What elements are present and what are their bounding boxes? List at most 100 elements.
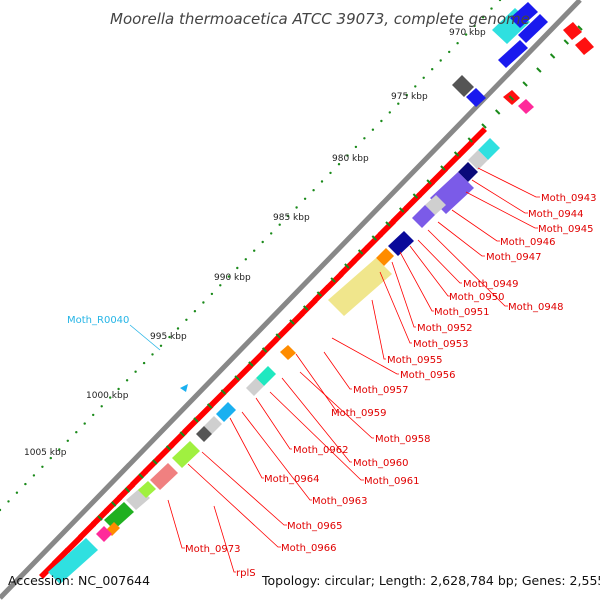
ring-dot — [66, 439, 70, 442]
ring-dot — [278, 223, 281, 226]
scale-tick — [220, 389, 227, 395]
scale-tick — [138, 473, 144, 479]
cds-arrow — [469, 127, 487, 145]
ring-dot — [0, 508, 2, 512]
cds-arrow — [143, 455, 162, 474]
topology-text: Topology: circular; Length: 2,628,784 bp… — [261, 573, 600, 588]
gene-label[interactable]: Moth_0949 — [463, 279, 518, 290]
feature-aqua-998 — [256, 366, 276, 386]
scale-tick — [152, 459, 158, 465]
cds-arrow — [390, 205, 409, 224]
gene-label[interactable]: Moth_0943 — [541, 193, 596, 204]
gene-label[interactable]: Moth_0947 — [486, 252, 541, 263]
gene-label[interactable]: Moth_0950 — [449, 292, 504, 303]
gene-label[interactable]: Moth_0953 — [413, 339, 468, 350]
ring-dot — [58, 448, 61, 451]
label-leader-lines — [167, 167, 540, 573]
gene-label[interactable]: Moth_0958 — [375, 434, 430, 445]
ring-dot — [151, 353, 154, 356]
ring-dot — [320, 180, 324, 183]
cds-arrow — [299, 298, 318, 316]
scale-ticks — [97, 25, 583, 521]
gene-label[interactable]: Moth_0951 — [434, 307, 489, 318]
gene-label[interactable]: Moth_0965 — [287, 521, 342, 532]
scale-tick — [385, 221, 391, 227]
feature-blue-top-1 — [510, 2, 538, 28]
feature-cyan-1001 — [216, 402, 236, 422]
scale-tick — [453, 151, 460, 157]
gene-label[interactable]: Moth_0960 — [353, 458, 408, 469]
gene-label[interactable]: Moth_0948 — [508, 302, 563, 313]
scale-tick — [179, 431, 186, 437]
feature-gray-1003 — [196, 426, 212, 442]
gene-label[interactable]: Moth_0962 — [293, 445, 348, 456]
feature-blue-top-2 — [518, 14, 548, 43]
scale-tick — [289, 319, 295, 325]
genome-backbone-inner — [7, 0, 586, 599]
ring-dot — [24, 482, 27, 486]
scale-tick — [398, 207, 405, 213]
gene-label[interactable]: Moth_0946 — [500, 237, 555, 248]
feature-green-1010 — [104, 502, 134, 530]
gene-label[interactable]: Moth_0964 — [264, 474, 319, 485]
cds-arrow — [234, 363, 253, 382]
ring-dot — [253, 249, 256, 252]
gene-label[interactable]: Moth_0952 — [417, 323, 472, 334]
cds-arrow — [130, 468, 149, 487]
ring-dot — [388, 111, 391, 114]
ring-dot — [261, 240, 264, 244]
cds-arrow — [351, 245, 370, 264]
ring-dot — [159, 344, 163, 347]
feature-magenta-1012 — [96, 526, 112, 542]
cds-arrow — [195, 403, 214, 422]
ring-dot — [473, 24, 476, 28]
ring-dot — [363, 137, 366, 140]
gene-label[interactable]: Moth_0957 — [353, 385, 408, 396]
ring-dot — [227, 275, 230, 278]
ring-dot — [414, 85, 417, 88]
feature-red-right-1 — [563, 22, 582, 40]
gene-label[interactable]: Moth_0956 — [400, 370, 455, 381]
ring-dot — [481, 16, 485, 19]
gene-label[interactable]: Moth_0955 — [387, 355, 442, 366]
scale-tick — [97, 515, 103, 521]
ring-dot — [202, 301, 205, 304]
ring-dot — [303, 197, 307, 200]
map-title: Moorella thermoacetica ATCC 39073, compl… — [110, 10, 530, 28]
ring-dot — [185, 318, 188, 321]
gene-label[interactable]: Moth_0944 — [528, 209, 583, 220]
rna-label[interactable]: Moth_R0040 — [67, 315, 129, 326]
cds-arrow — [312, 284, 331, 303]
cds-arrow — [442, 153, 461, 172]
gene-label[interactable]: Moth_0959 — [331, 408, 386, 419]
feature-blue-987 — [388, 231, 414, 256]
gene-label[interactable]: rplS — [236, 568, 256, 579]
ring-dot — [92, 413, 95, 417]
ring-dot — [312, 189, 315, 192]
cds-arrow — [273, 324, 292, 343]
ring-dot — [7, 500, 10, 503]
feature-blue-top-3 — [498, 40, 528, 68]
scale-tick — [440, 165, 446, 171]
scale-tick — [124, 487, 131, 493]
scale-tick — [494, 109, 501, 115]
gene-label[interactable]: Moth_0973 — [185, 544, 240, 555]
ring-dot — [431, 68, 434, 71]
ring-dot — [176, 327, 180, 330]
gene-label[interactable]: Moth_0961 — [364, 476, 419, 487]
scale-tick — [522, 81, 528, 87]
feature-lime-1005 — [172, 441, 200, 468]
ring-dot — [498, 0, 502, 2]
forward-strand-genes — [39, 127, 487, 579]
gene-label[interactable]: Moth_0963 — [312, 496, 367, 507]
gene-label[interactable]: Moth_0945 — [538, 224, 593, 235]
ring-dot — [354, 145, 358, 149]
ring-dot — [75, 431, 78, 434]
feature-orange-989 — [376, 248, 394, 266]
ring-dot — [295, 206, 298, 209]
scale-label: 1000 kbp — [86, 391, 129, 401]
feature-blue-975 — [466, 88, 486, 107]
gene-label[interactable]: Moth_0966 — [281, 543, 336, 554]
ring-dot — [464, 33, 468, 36]
ring-dot — [100, 405, 103, 408]
